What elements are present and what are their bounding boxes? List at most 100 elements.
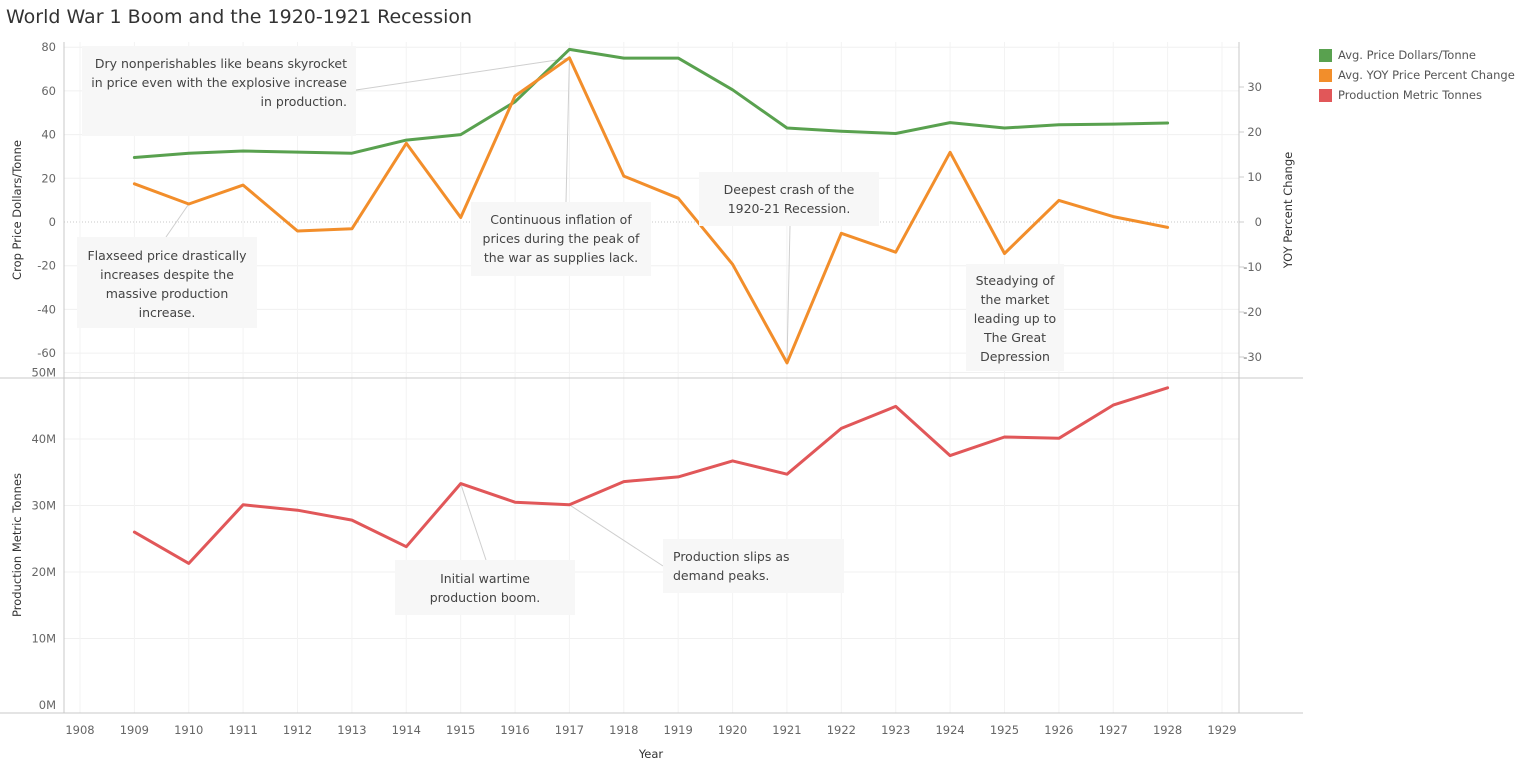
y-tick-bottom-label: 50M [31,366,56,380]
y-axis-bottom-title: Production Metric Tonnes [10,473,24,617]
x-tick-label: 1912 [283,723,312,737]
x-tick-label: 1911 [229,723,258,737]
y-axis-right-title: YOY Percent Change [1281,152,1295,269]
data-point-production [350,518,354,522]
x-tick-label: 1909 [120,723,149,737]
data-point-price [241,149,245,153]
series-line-price [132,47,1170,159]
legend-item-price[interactable]: Avg. Price Dollars/Tonne [1319,45,1515,65]
y-tick-left-label: 60 [41,84,56,98]
data-point-production [459,482,462,485]
data-point-production [1112,403,1115,407]
leader-line [786,225,791,363]
y-tick-left-label: -60 [37,346,56,360]
leader-line [569,504,664,567]
annotation-beans: Dry nonperishables like beans skyrocket … [82,46,356,136]
data-point-production [1003,435,1006,439]
data-point-price [948,121,952,124]
annotation-inflation: Continuous inflation of prices during th… [471,202,651,276]
x-tick-label: 1924 [935,723,964,737]
data-point-yoy [133,182,136,185]
leader-lines [165,57,791,567]
y-tick-right-label: 0 [1255,215,1262,229]
data-point-production [676,475,680,479]
data-point-price [133,156,136,159]
annotation-slips: Production slips as demand peaks. [663,539,844,593]
x-tick-label: 1922 [827,723,856,737]
data-point-price [622,56,626,60]
data-point-production [948,454,952,457]
data-point-price [1112,122,1115,126]
x-tick-label: 1921 [772,723,801,737]
data-point-price [785,126,789,130]
y-tick-bottom-label: 30M [31,499,56,513]
data-point-production [133,530,136,534]
x-tick-label: 1927 [1099,723,1128,737]
x-tick-label: 1916 [500,723,529,737]
legend-label-yoy: Avg. YOY Price Percent Change [1338,68,1515,82]
y-tick-bottom-label: 10M [31,632,56,646]
data-point-yoy [513,94,517,98]
annotation-boom: Initial wartime production boom. [395,560,575,615]
data-point-production [568,503,571,507]
x-tick-label: 1918 [609,723,638,737]
data-point-production [296,508,299,512]
x-axis-title: Year [638,747,664,761]
y-tick-right-label: -20 [1243,305,1262,319]
data-point-yoy [568,56,571,59]
data-point-production [1057,437,1061,440]
data-point-yoy [785,361,789,365]
leader-line [460,483,487,561]
x-tick-label: 1923 [881,723,910,737]
legend-swatch-yoy [1319,68,1332,82]
annotation-crash: Deepest crash of the 1920-21 Recession. [699,172,879,226]
data-point-yoy [894,250,897,254]
y-tick-bottom-label: 20M [31,565,56,579]
data-point-price [513,100,517,104]
x-tick-label: 1910 [174,723,203,737]
y-axis-left-title: Crop Price Dollars/Tonne [10,140,24,280]
data-point-yoy [1003,252,1006,255]
legend: Avg. Price Dollars/Tonne Avg. YOY Price … [1319,45,1515,105]
series-layer [132,47,1170,565]
legend-label-production: Production Metric Tonnes [1338,88,1482,102]
legend-swatch-price [1319,48,1332,62]
data-point-price [187,151,190,155]
data-point-price [731,88,734,92]
data-point-yoy [296,229,299,233]
legend-item-yoy[interactable]: Avg. YOY Price Percent Change [1319,65,1515,85]
data-point-yoy [1112,215,1115,218]
y-tick-right-label: -10 [1243,260,1262,274]
data-point-production [622,480,626,483]
y-tick-left-label: 40 [41,128,56,142]
y-tick-right-label: 30 [1247,80,1262,94]
data-point-yoy [840,232,843,235]
y-tick-left-label: 0 [49,215,56,229]
data-point-yoy [1166,226,1169,229]
x-tick-label: 1925 [990,723,1019,737]
y-tick-bottom-label: 40M [31,432,56,446]
x-tick-label: 1928 [1153,723,1182,737]
data-point-price [568,48,571,51]
annotation-flaxseed: Flaxseed price drastically increases des… [77,237,257,328]
x-tick-label: 1913 [337,723,366,737]
data-point-production [840,427,843,430]
y-tick-left-label: 20 [41,171,56,185]
x-tick-label: 1920 [718,723,747,737]
legend-swatch-production [1319,88,1332,102]
data-point-price [296,150,299,154]
data-point-price [894,132,897,135]
leader-line [355,57,570,91]
series-line-production [132,386,1170,565]
leader-line [565,58,570,203]
y-tick-left-label: 80 [41,40,56,54]
data-point-yoy [459,216,462,219]
data-point-price [1003,126,1006,130]
x-tick-label: 1929 [1207,723,1236,737]
data-point-price [840,130,843,133]
legend-item-production[interactable]: Production Metric Tonnes [1319,85,1515,105]
axis-layer: 80 60 40 20 0 -20 -40 -60 30 20 10 0 -10 -20 -30 0M 10M 2… [0,40,1303,761]
y-tick-right-label: 20 [1247,125,1262,139]
data-point-production [785,473,789,476]
data-point-price [1166,121,1169,125]
